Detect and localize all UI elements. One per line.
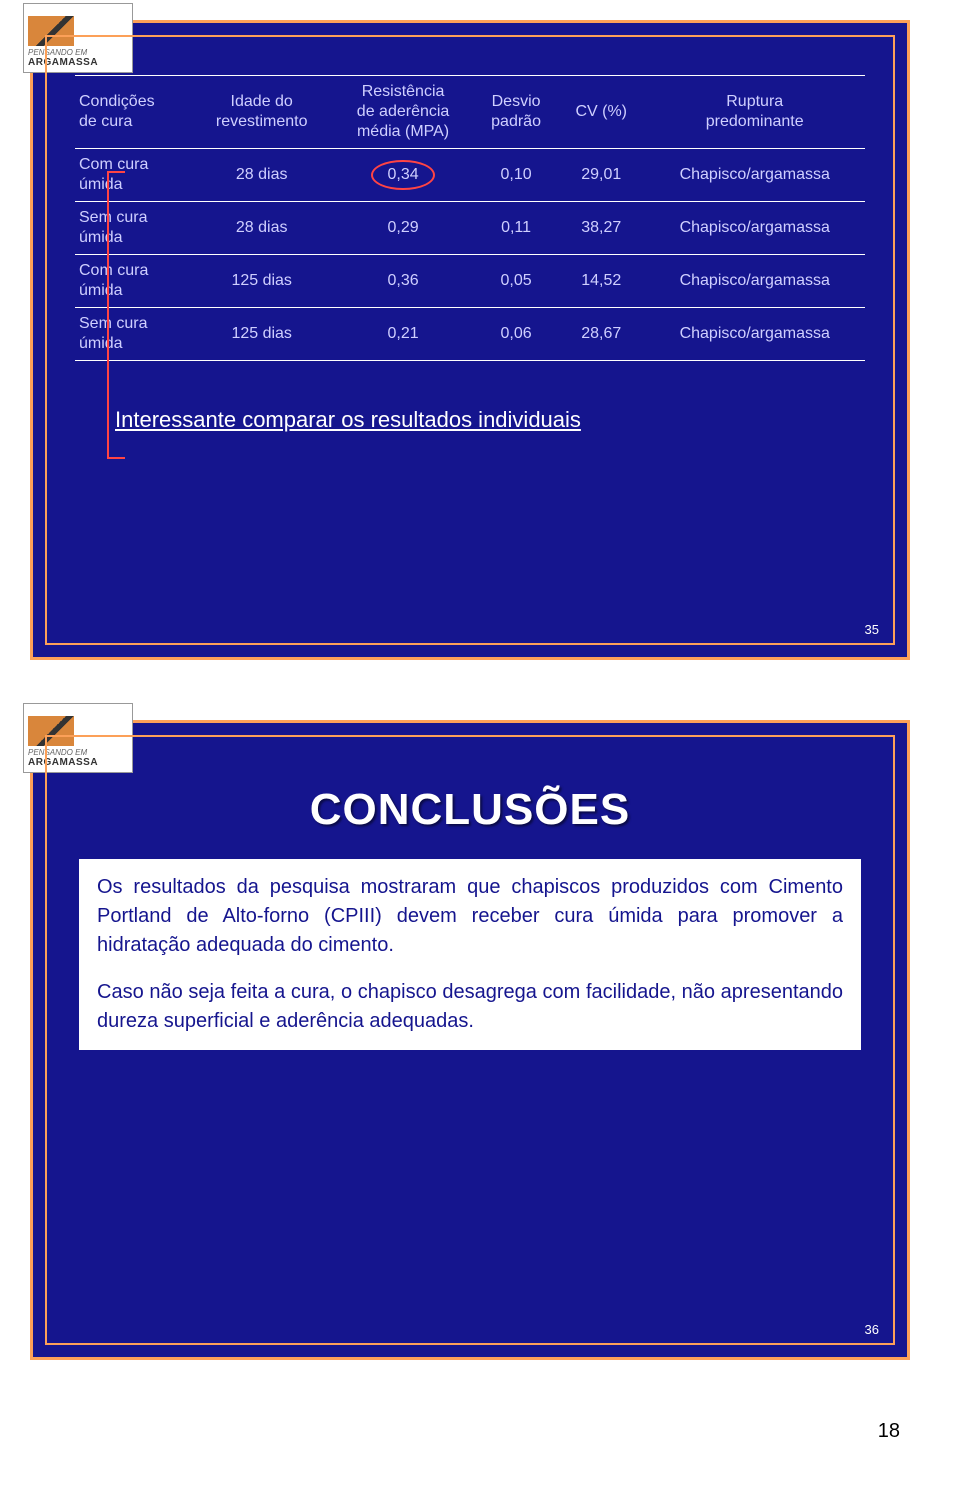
col-header-condicoes: Condições de cura: [75, 76, 191, 149]
cell-condicoes: Com curaúmida: [75, 255, 191, 308]
col-header-text: de aderência: [357, 103, 450, 120]
annotation-line-vertical: [107, 171, 109, 457]
col-header-text: de cura: [79, 113, 132, 130]
cell-idade: 28 dias: [191, 202, 332, 255]
cell-ruptura: Chapisco/argamassa: [644, 255, 865, 308]
col-header-resistencia: Resistência de aderência média (MPA): [332, 76, 474, 149]
col-header-desvio: Desvio padrão: [474, 76, 558, 149]
col-header-text: Resistência: [362, 83, 445, 100]
cell-ruptura: Chapisco/argamassa: [644, 149, 865, 202]
slide-title: CONCLUSÕES: [75, 785, 865, 835]
cell-cv: 38,27: [558, 202, 644, 255]
page-number: 18: [30, 1420, 930, 1443]
annotation-line-tick: [107, 171, 125, 173]
cell-idade: 125 dias: [191, 308, 332, 361]
cell-desvio: 0,05: [474, 255, 558, 308]
col-header-text: padrão: [491, 113, 541, 130]
table-header-row: Condições de cura Idade do revestimento …: [75, 76, 865, 149]
col-header-text: revestimento: [216, 113, 308, 130]
text-panel: Os resultados da pesquisa mostraram que …: [79, 859, 861, 1050]
cell-cv: 28,67: [558, 308, 644, 361]
cell-desvio: 0,11: [474, 202, 558, 255]
annotation-line-tick: [107, 457, 125, 459]
cell-condicoes: Sem curaúmida: [75, 202, 191, 255]
conclusion-paragraph-1: Os resultados da pesquisa mostraram que …: [97, 873, 843, 960]
cell-condicoes: Sem curaúmida: [75, 308, 191, 361]
cell-idade: 28 dias: [191, 149, 332, 202]
caption-link: Interessante comparar os resultados indi…: [75, 407, 865, 433]
cell-ruptura: Chapisco/argamassa: [644, 202, 865, 255]
page: PENSANDO EM ARGAMASSA Condições de cura …: [0, 0, 960, 1483]
cell-resistencia: 0,29: [332, 202, 474, 255]
table-row: Com curaúmida28 dias0,340,1029,01Chapisc…: [75, 149, 865, 202]
slide-1: PENSANDO EM ARGAMASSA Condições de cura …: [30, 20, 910, 660]
slide-2-inner: CONCLUSÕES Os resultados da pesquisa mos…: [45, 735, 895, 1345]
table-row: Sem curaúmida125 dias0,210,0628,67Chapis…: [75, 308, 865, 361]
slide-number: 35: [865, 622, 879, 637]
col-header-idade: Idade do revestimento: [191, 76, 332, 149]
col-header-text: Desvio: [492, 93, 541, 110]
conclusion-paragraph-2: Caso não seja feita a cura, o chapisco d…: [97, 978, 843, 1036]
results-table: Condições de cura Idade do revestimento …: [75, 75, 865, 361]
col-header-text: predominante: [706, 113, 804, 130]
cell-cv: 29,01: [558, 149, 644, 202]
cell-ruptura: Chapisco/argamassa: [644, 308, 865, 361]
col-header-text: Idade do: [231, 93, 293, 110]
cell-cv: 14,52: [558, 255, 644, 308]
col-header-text: Ruptura: [726, 93, 783, 110]
col-header-text: Condições: [79, 93, 155, 110]
table-row: Sem curaúmida28 dias0,290,1138,27Chapisc…: [75, 202, 865, 255]
cell-desvio: 0,06: [474, 308, 558, 361]
cell-resistencia: 0,36: [332, 255, 474, 308]
cell-idade: 125 dias: [191, 255, 332, 308]
slide-1-inner: Condições de cura Idade do revestimento …: [45, 35, 895, 645]
table-row: Com curaúmida125 dias0,360,0514,52Chapis…: [75, 255, 865, 308]
cell-desvio: 0,10: [474, 149, 558, 202]
col-header-text: média (MPA): [357, 123, 449, 140]
col-header-ruptura: Ruptura predominante: [644, 76, 865, 149]
slide-2: PENSANDO EM ARGAMASSA CONCLUSÕES Os resu…: [30, 720, 910, 1360]
cell-resistencia: 0,34: [332, 149, 474, 202]
col-header-cv: CV (%): [558, 76, 644, 149]
cell-resistencia: 0,21: [332, 308, 474, 361]
slide-number: 36: [865, 1322, 879, 1337]
cell-condicoes: Com curaúmida: [75, 149, 191, 202]
